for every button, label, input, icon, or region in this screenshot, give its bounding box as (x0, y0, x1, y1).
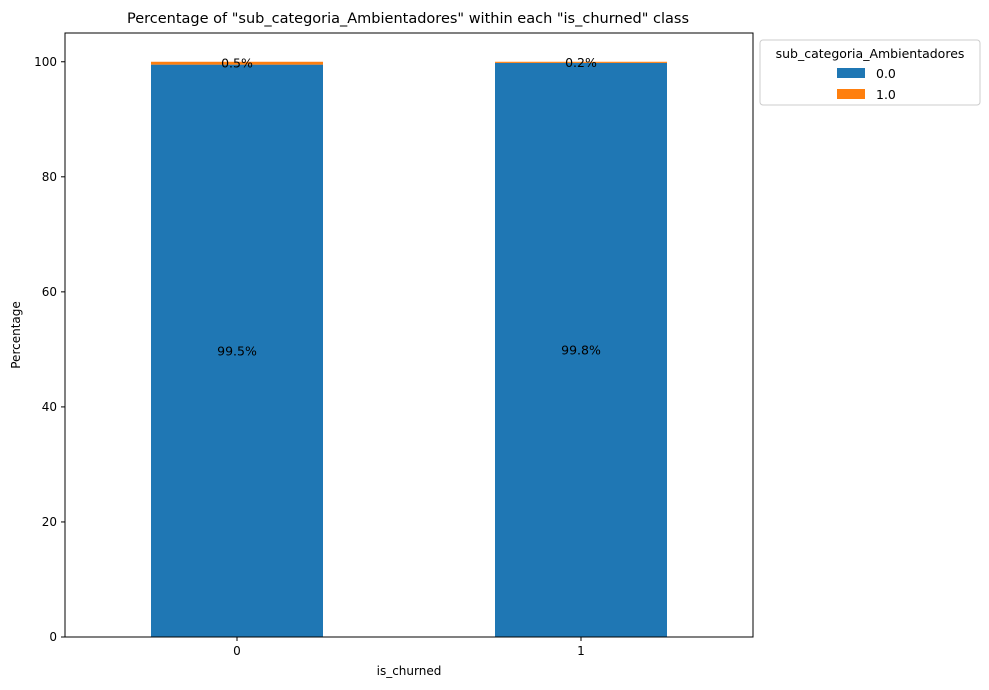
chart-title: Percentage of "sub_categoria_Ambientador… (127, 11, 689, 27)
y-axis-label: Percentage (9, 301, 23, 369)
data-label-series-0-cat-1: 99.8% (561, 342, 601, 357)
y-tick-label-2: 40 (42, 400, 57, 414)
data-labels: 99.5% 0.5% 99.8% 0.2% (217, 55, 601, 358)
x-tick-label-0: 0 (233, 644, 241, 658)
bar-series-1-cat-0 (151, 61, 323, 65)
legend-items: 0.01.0 (837, 66, 896, 102)
legend-box (759, 39, 981, 106)
legend-label-1: 1.0 (876, 87, 896, 102)
y-tick-label-1: 20 (42, 515, 57, 529)
x-tick-label-1: 1 (577, 644, 585, 658)
legend-swatch-1 (837, 89, 865, 99)
bar-series-0-cat-1 (495, 62, 667, 638)
bar-series-1-cat-1 (495, 61, 667, 63)
plot-area-frame (64, 32, 754, 638)
y-axis: 0 20 40 60 80 100 (34, 55, 65, 644)
legend-label-0: 0.0 (876, 66, 896, 81)
data-label-series-1-cat-0: 0.5% (221, 56, 253, 71)
legend-title: sub_categoria_Ambientadores (776, 46, 965, 61)
legend: sub_categoria_Ambientadores 0.01.0 (759, 39, 981, 106)
data-label-series-0-cat-0: 99.5% (217, 343, 257, 358)
bars (151, 61, 667, 638)
bar-series-0-cat-0 (151, 64, 323, 638)
y-tick-label-4: 80 (42, 170, 57, 184)
y-tick-label-3: 60 (42, 285, 57, 299)
data-label-series-1-cat-1: 0.2% (565, 55, 597, 70)
y-tick-label-5: 100 (34, 55, 57, 69)
x-axis-label: is_churned (377, 664, 442, 678)
y-tick-label-0: 0 (49, 630, 57, 644)
legend-swatch-0 (837, 68, 865, 78)
